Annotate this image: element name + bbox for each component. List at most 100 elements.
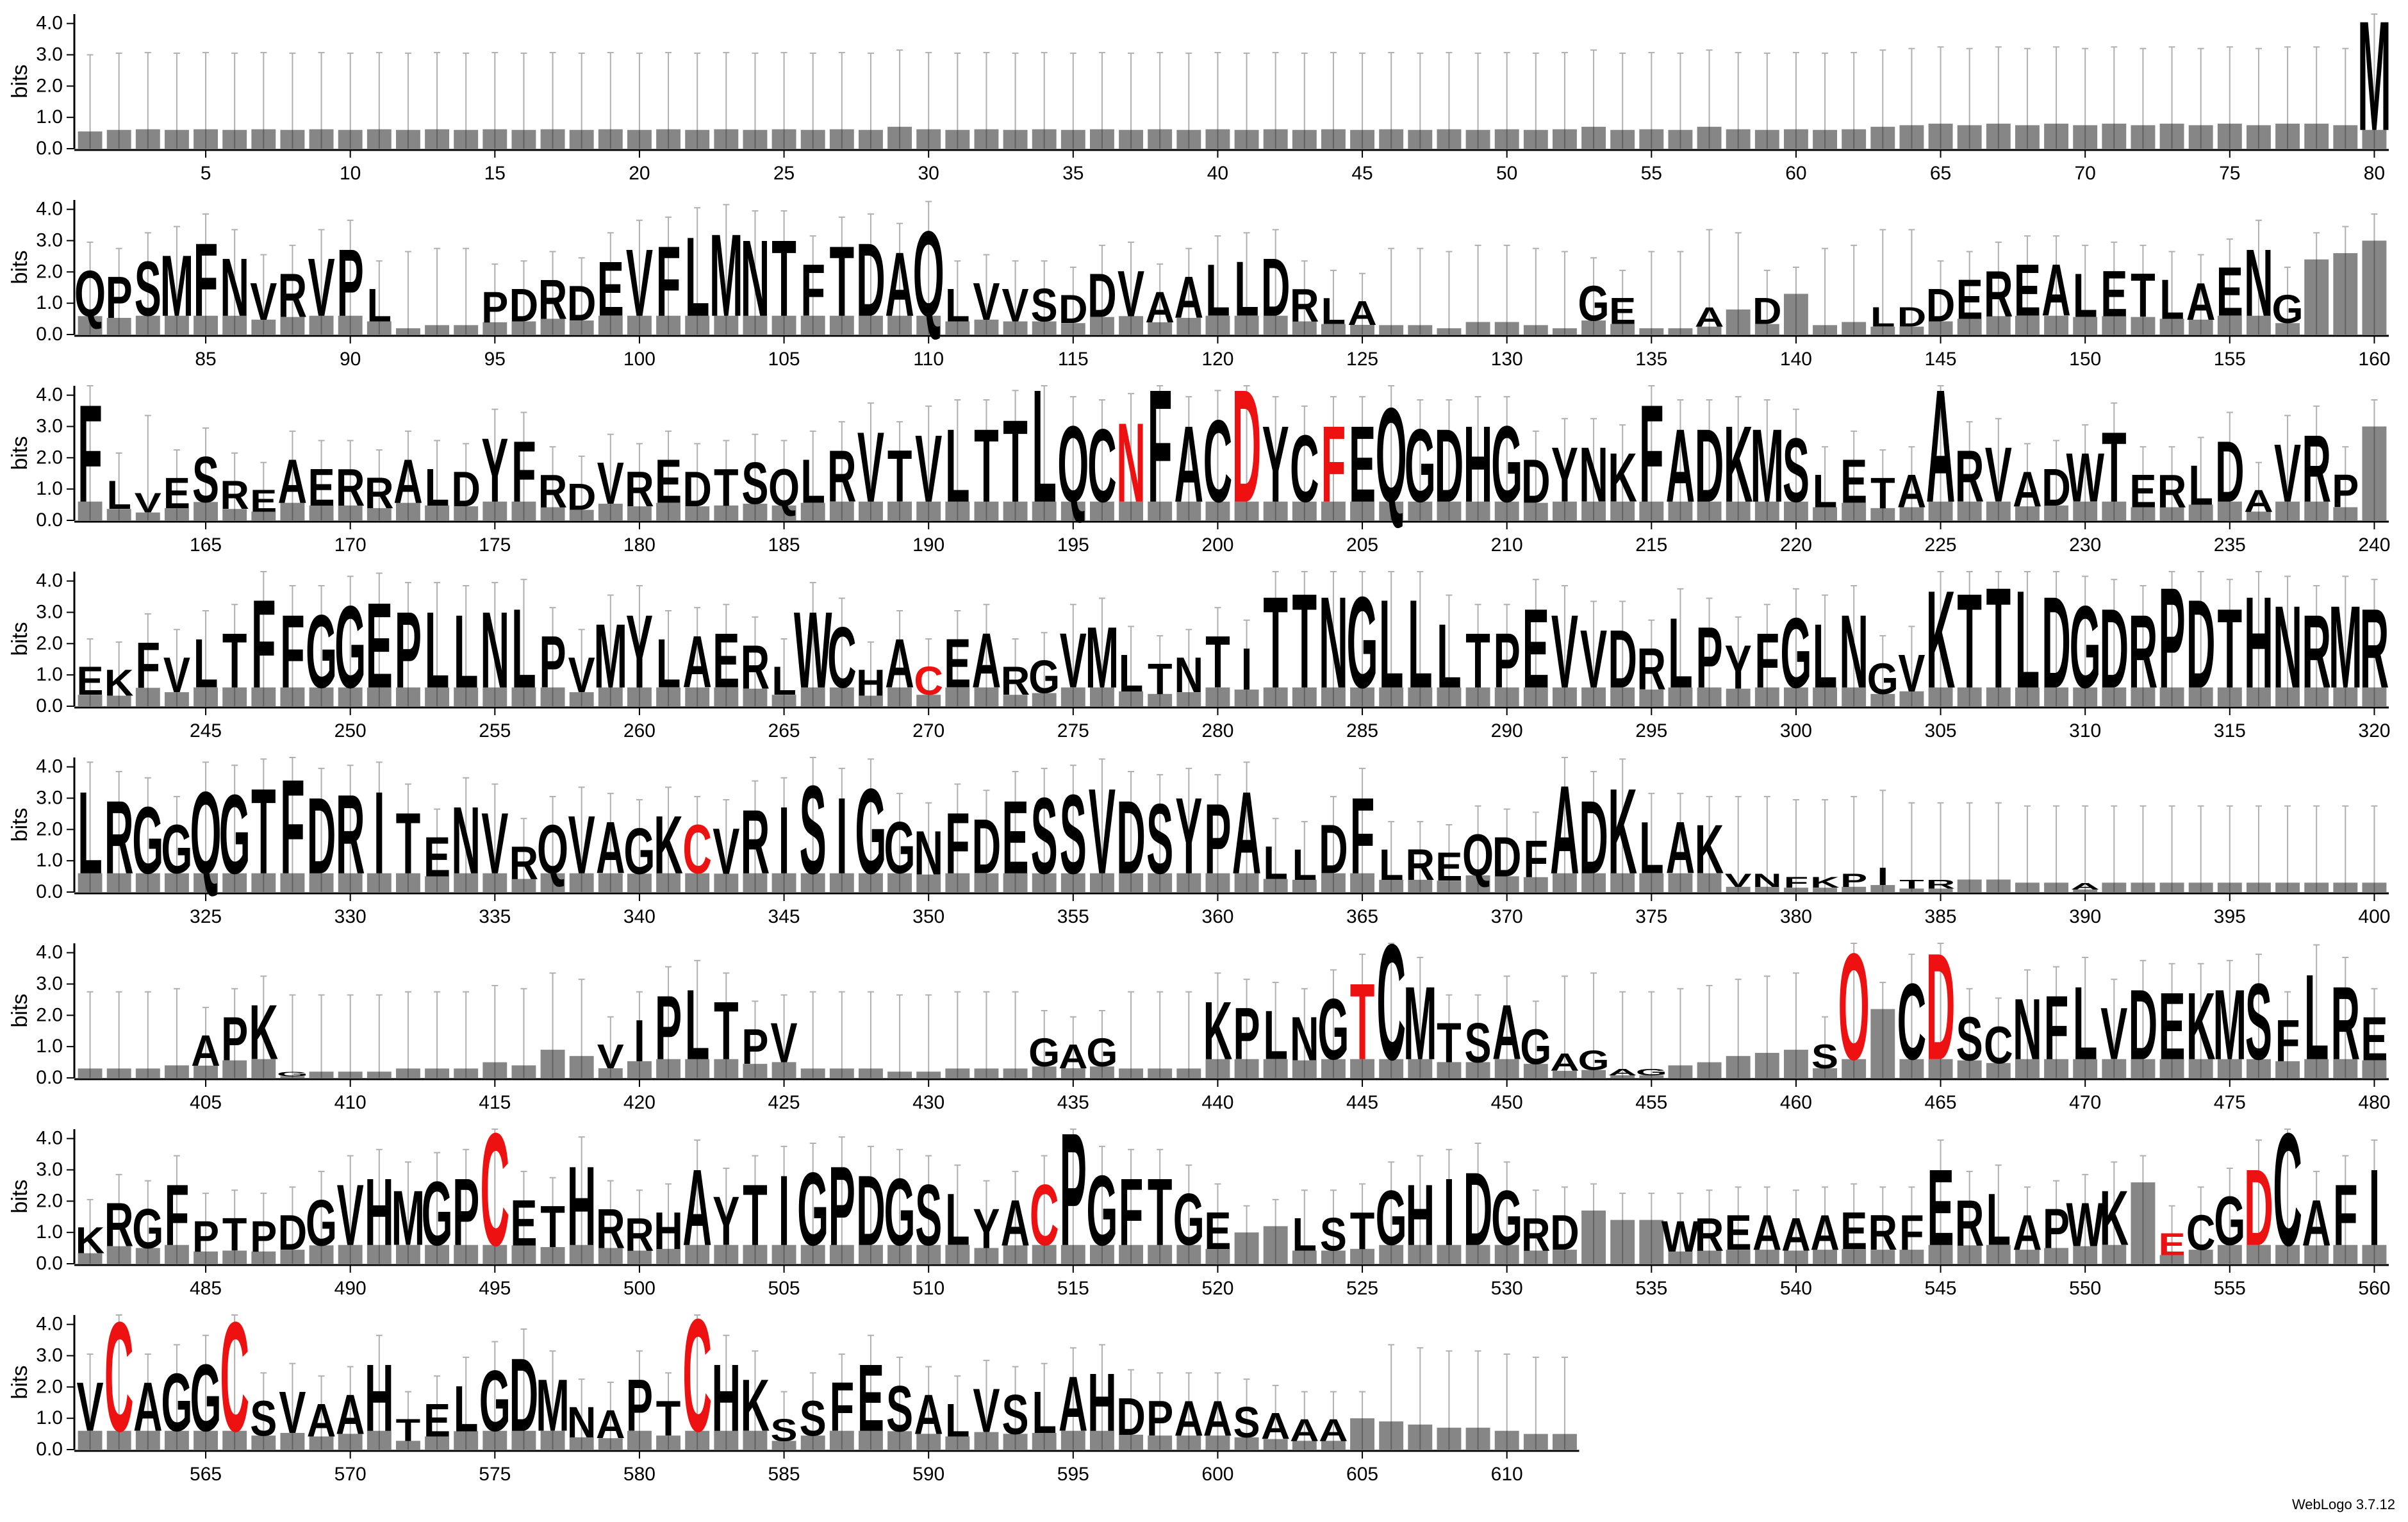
residue-letter: N [1319,570,1348,715]
y-axis-label: bits [8,808,32,842]
residue-letter: E [857,1345,884,1452]
residue-letter: Y [1175,775,1202,897]
residue-letter: E [1609,290,1636,332]
residue-letter: G [1578,276,1610,332]
residue-letter: T [1957,565,1982,716]
residue-letter: F [194,222,219,338]
minor-residues [2131,1059,2156,1078]
minor-residues [1379,1059,1404,1078]
minor-residues [1292,501,1317,520]
residue-letter: N [1175,648,1204,704]
minor-residues [280,502,305,520]
minor-residues [1032,1433,1057,1450]
minor-residues [1610,873,1635,892]
y-axis-label: bits [8,251,32,285]
minor-residues [1148,501,1173,520]
minor-residues [1003,321,1028,335]
residue-letter: F [945,795,970,892]
minor-residues [194,1430,219,1450]
minor-residues [1119,129,1144,149]
minor-residues [2362,129,2387,149]
minor-residues [1552,687,1577,706]
minor-residues [1465,1062,1490,1078]
residue-letter: P [626,1364,653,1446]
minor-residues [598,504,623,520]
residue-letter: L [2015,561,2040,717]
minor-residues [1552,1434,1577,1450]
y-tick-label: 1.0 [36,1221,63,1243]
minor-residues [309,315,334,335]
minor-residues [1465,1427,1490,1450]
residue-letter: A [2302,1187,2331,1260]
residue-letter: A [1203,1391,1233,1447]
minor-residues [1292,1441,1317,1450]
minor-residues [1842,502,1867,520]
residue-letter: P [250,1211,277,1261]
residue-letter: F [2044,977,2069,1079]
residue-letter: P [829,1143,855,1270]
residue-letter: A [2041,249,2071,331]
minor-residues [1870,126,1895,149]
residue-letter: L [1032,1379,1057,1446]
minor-residues [1957,879,1982,892]
x-tick-label: 415 [479,1092,511,1113]
residue-letter: D [1116,779,1146,896]
minor-residues [2159,882,2184,892]
x-tick-label: 70 [2075,163,2096,184]
minor-residues [2044,123,2069,149]
x-tick-label: 345 [768,906,800,927]
residue-letter: R [509,837,539,889]
residue-letter: K [741,1364,770,1446]
minor-residues [771,1441,796,1450]
minor-residues [1408,879,1433,892]
y-tick-label: 0.0 [36,1439,63,1460]
residue-letter: E [308,457,335,517]
residue-letter: T [222,1209,247,1261]
minor-residues [1350,129,1375,149]
residue-letter: V [771,1012,798,1075]
residue-letter: A [1001,1187,1030,1260]
minor-residues [916,1245,941,1264]
residue-letter: G [884,806,916,889]
minor-residues [135,129,160,149]
minor-residues [1813,1068,1838,1078]
minor-residues [2304,687,2329,706]
minor-residues [222,873,247,892]
minor-residues [887,126,912,149]
residue-letter: L [1032,356,1057,536]
x-tick-label: 230 [2069,534,2101,556]
minor-residues [771,873,796,892]
minor-residues [656,687,681,706]
residue-letter: G [161,1357,192,1449]
minor-residues [2275,123,2300,149]
residue-letter: A [1492,988,1522,1076]
minor-residues [106,318,131,335]
x-tick-label: 405 [190,1092,222,1113]
minor-residues [1523,325,1548,335]
x-tick-label: 385 [1925,906,1957,927]
residue-letter: M [2213,969,2247,1080]
minor-residues [222,129,247,149]
residue-letter: V [1089,763,1116,899]
residue-letter: H [1087,1357,1117,1449]
residue-letter: N [1579,431,1608,518]
x-tick-label: 395 [2214,906,2246,927]
residue-letter: N [1752,870,1782,891]
minor-residues [1870,1009,1895,1078]
x-tick-label: 545 [1925,1278,1957,1299]
residue-letter: M [392,1174,425,1262]
residue-letter: R [2302,416,2331,523]
minor-residues [887,501,912,520]
residue-letter: G [884,1159,916,1266]
minor-residues [569,1437,594,1450]
minor-residues [1176,129,1201,149]
x-tick-label: 295 [1635,720,1667,741]
residue-letter: A [1059,1038,1088,1076]
residue-letter: G [1578,1045,1610,1076]
minor-residues [1813,1250,1838,1264]
x-tick-label: 50 [1496,163,1517,184]
minor-residues [511,1430,536,1450]
minor-residues [829,1245,854,1264]
